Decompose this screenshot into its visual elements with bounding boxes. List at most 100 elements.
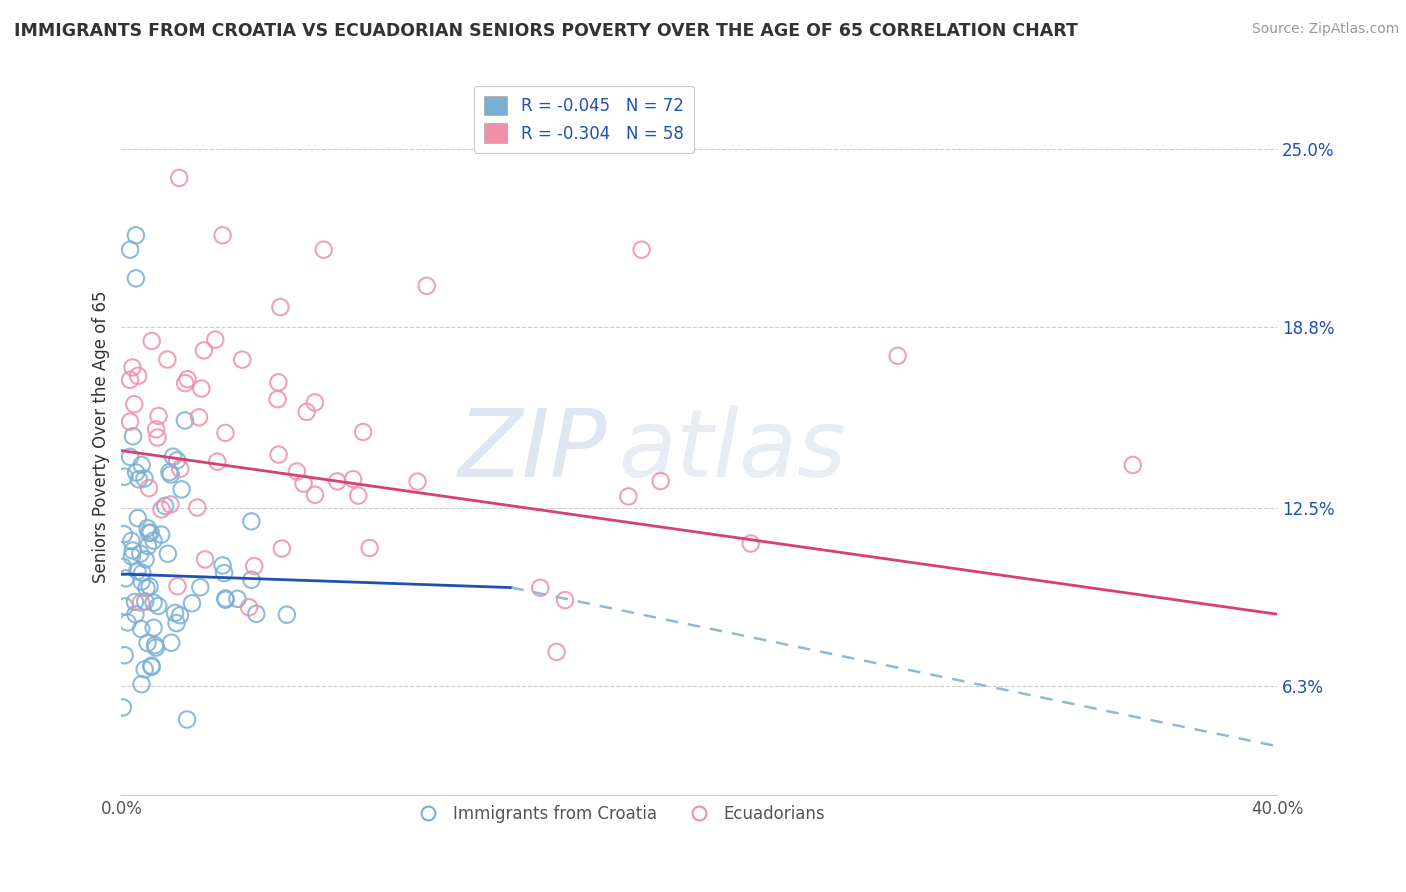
Text: IMMIGRANTS FROM CROATIA VS ECUADORIAN SENIORS POVERTY OVER THE AGE OF 65 CORRELA: IMMIGRANTS FROM CROATIA VS ECUADORIAN SE… [14, 22, 1078, 40]
Point [342, 472, 364, 486]
Point [125, 466, 148, 480]
Point [188, 410, 211, 425]
Point [326, 475, 349, 489]
Point [173, 413, 195, 427]
Point [142, 596, 165, 610]
Point [131, 566, 153, 580]
Point [111, 700, 134, 714]
Point [406, 475, 429, 489]
Point [347, 489, 370, 503]
Point [121, 549, 143, 564]
Point [127, 564, 149, 578]
Point [169, 462, 191, 476]
Point [204, 333, 226, 347]
Point [159, 467, 181, 482]
Point [124, 595, 146, 609]
Point [121, 543, 143, 558]
Point [193, 343, 215, 358]
Point [141, 660, 163, 674]
Point [188, 580, 211, 594]
Point [150, 527, 173, 541]
Point [131, 677, 153, 691]
Point [240, 515, 263, 529]
Point [135, 581, 157, 595]
Point [131, 574, 153, 589]
Point [529, 581, 551, 595]
Point [415, 278, 437, 293]
Point [141, 334, 163, 348]
Point [138, 579, 160, 593]
Point [117, 615, 139, 630]
Point [136, 539, 159, 553]
Point [166, 453, 188, 467]
Point [112, 527, 135, 541]
Legend: Immigrants from Croatia, Ecuadorians: Immigrants from Croatia, Ecuadorians [405, 798, 832, 830]
Point [153, 499, 176, 513]
Point [114, 571, 136, 585]
Point [352, 425, 374, 439]
Point [269, 300, 291, 314]
Point [148, 409, 170, 423]
Point [169, 608, 191, 623]
Point [139, 525, 162, 540]
Point [131, 458, 153, 472]
Point [129, 622, 152, 636]
Point [554, 593, 576, 607]
Point [295, 405, 318, 419]
Point [240, 573, 263, 587]
Point [163, 606, 186, 620]
Point [111, 559, 134, 574]
Point [136, 521, 159, 535]
Point [270, 541, 292, 556]
Point [166, 616, 188, 631]
Point [127, 511, 149, 525]
Point [146, 430, 169, 444]
Point [285, 465, 308, 479]
Point [135, 552, 157, 566]
Point [121, 360, 143, 375]
Point [142, 533, 165, 548]
Point [194, 552, 217, 566]
Point [214, 425, 236, 440]
Point [114, 599, 136, 614]
Point [120, 243, 142, 257]
Point [166, 579, 188, 593]
Point [120, 373, 142, 387]
Point [267, 376, 290, 390]
Point [617, 490, 640, 504]
Point [127, 368, 149, 383]
Point [157, 465, 180, 479]
Point [129, 547, 152, 561]
Point [142, 621, 165, 635]
Point [214, 592, 236, 607]
Point [120, 415, 142, 429]
Point [122, 429, 145, 443]
Point [190, 382, 212, 396]
Point [245, 607, 267, 621]
Point [304, 395, 326, 409]
Point [174, 376, 197, 391]
Point [176, 713, 198, 727]
Point [886, 349, 908, 363]
Point [162, 450, 184, 464]
Point [125, 228, 148, 243]
Point [740, 536, 762, 550]
Point [304, 488, 326, 502]
Point [231, 352, 253, 367]
Point [159, 497, 181, 511]
Point [630, 243, 652, 257]
Point [134, 594, 156, 608]
Point [266, 392, 288, 407]
Point [181, 596, 204, 610]
Point [214, 591, 236, 606]
Point [145, 422, 167, 436]
Point [145, 640, 167, 655]
Point [141, 658, 163, 673]
Point [138, 481, 160, 495]
Point [211, 228, 233, 243]
Point [243, 559, 266, 574]
Point [134, 471, 156, 485]
Point [120, 533, 142, 548]
Point [186, 500, 208, 515]
Point [359, 541, 381, 555]
